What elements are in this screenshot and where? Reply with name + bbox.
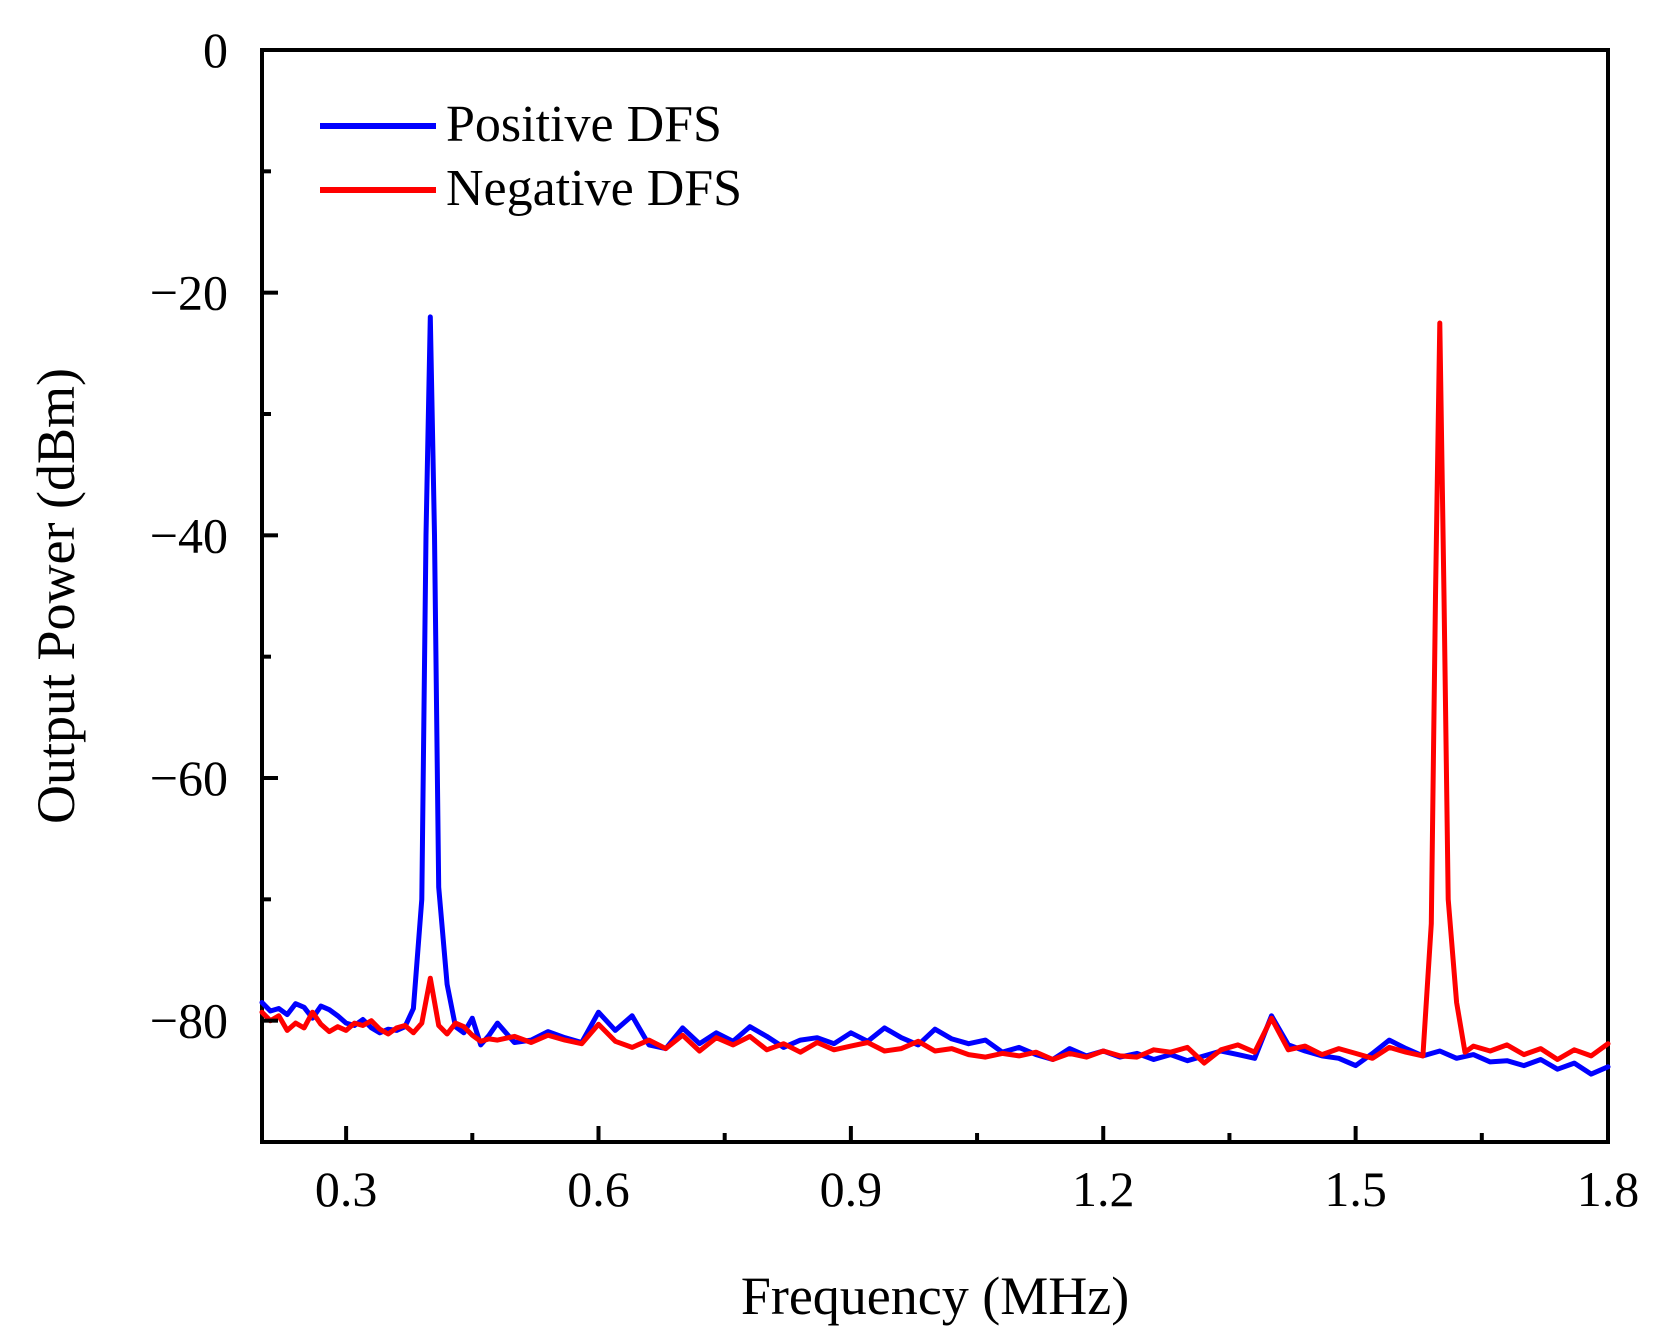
x-tick-label: 1.2 [1072, 1161, 1135, 1217]
legend-label-positive: Positive DFS [446, 96, 722, 153]
x-axis-title: Frequency (MHz) [741, 1266, 1129, 1326]
series-line-negative-dfs [259, 320, 1611, 1066]
y-axis: 0 −20 −40 −60 −80 [150, 22, 278, 1049]
series-line-positive-dfs [259, 314, 1611, 1077]
x-tick-label: 0.9 [820, 1161, 883, 1217]
legend-label-negative: Negative DFS [446, 160, 742, 217]
plot-area [259, 48, 1611, 1144]
y-axis-title: Output Power (dBm) [26, 368, 86, 824]
series-layer [259, 314, 1611, 1077]
y-tick-label: −80 [150, 993, 228, 1049]
legend: Positive DFS Negative DFS [320, 96, 742, 217]
x-tick-label: 1.5 [1324, 1161, 1387, 1217]
x-axis: 0.3 0.6 0.9 1.2 1.5 1.8 [315, 1126, 1639, 1217]
y-tick-label: −60 [150, 750, 228, 806]
x-tick-label: 1.8 [1577, 1161, 1640, 1217]
y-tick-label: −20 [150, 265, 228, 321]
x-tick-label: 0.6 [567, 1161, 630, 1217]
x-tick-label: 0.3 [315, 1161, 378, 1217]
y-tick-label: −40 [150, 507, 228, 563]
y-tick-label: 0 [203, 22, 228, 78]
plot-frame [260, 48, 1610, 1144]
